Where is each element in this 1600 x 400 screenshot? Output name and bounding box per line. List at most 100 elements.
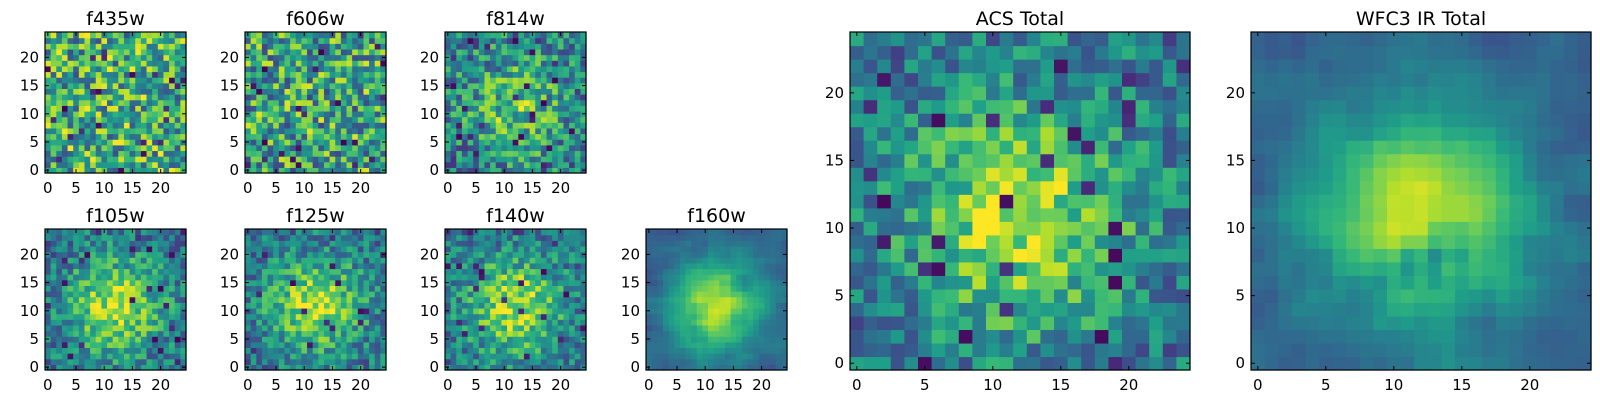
heatmap-cell [535,279,542,286]
heatmap-cell [363,291,370,298]
heatmap-cell [318,32,325,39]
heatmap-cell [318,88,325,95]
heatmap-cell [507,139,514,146]
heatmap-cell [112,302,119,309]
heatmap-cell [273,88,280,95]
heatmap-cell [112,291,119,298]
heatmap-cell [273,240,280,247]
heatmap-cell [501,234,508,241]
heatmap-cell [346,229,353,236]
heatmap-cell [662,307,670,315]
heatmap-cell [552,285,559,292]
heatmap-cell [445,341,452,349]
heatmap-cell [273,48,280,56]
heatmap-cell [301,341,308,349]
heatmap-cell [512,336,519,343]
heatmap-cell [95,274,102,281]
heatmap-cell [340,330,348,337]
heatmap-cell [657,307,664,315]
heatmap-cell [295,105,302,112]
heatmap-cell [775,251,782,258]
heatmap-cell [1040,342,1055,358]
heatmap-cell [450,336,457,343]
heatmap-cell [369,88,376,95]
heatmap-cell [152,32,159,39]
heatmap-cell [123,364,131,371]
heatmap-cell [657,358,664,365]
heatmap-cell [135,105,142,112]
heatmap-cell [278,262,286,270]
heatmap-cell [112,296,119,303]
heatmap-cell [278,285,286,292]
heatmap-cell [369,364,376,371]
heatmap-cell [484,116,491,123]
heatmap-cell [61,48,69,56]
heatmap-cell [284,144,291,152]
heatmap-cell [84,353,91,360]
heatmap-cell [340,257,348,264]
heatmap-cell [169,234,176,241]
heatmap-cell [473,65,480,73]
heatmap-cell [657,330,664,337]
heatmap-cell [78,99,86,106]
heatmap-cell [363,324,370,332]
heatmap-cell [467,353,474,360]
heatmap-cell [67,88,74,95]
heatmap-cell [904,221,919,236]
heatmap-cell [163,358,170,365]
heatmap-cell [456,313,463,320]
heatmap-cell [1054,221,1069,236]
heatmap-cell [456,324,463,332]
heatmap-cell [84,60,91,67]
heatmap-cell [445,234,452,241]
heatmap-cell [877,342,892,358]
heatmap-cell [45,94,52,101]
heatmap-cell [569,161,576,168]
heatmap-cell [95,358,102,365]
heatmap-cell [318,353,325,360]
heatmap-cell [78,60,86,67]
heatmap-cell [646,324,653,332]
heatmap-cell [250,110,257,118]
heatmap-cell [56,60,63,67]
heatmap-cell [278,110,286,118]
heatmap-cell [374,48,381,56]
heatmap-cell [484,251,491,258]
heatmap-cell [691,341,698,349]
heatmap-cell [84,251,91,258]
heatmap-cell [323,268,331,275]
heatmap-cell [646,291,653,298]
heatmap-cell [340,32,348,39]
heatmap-cell [245,268,252,275]
heatmap-cell [668,262,675,270]
heatmap-cell [461,336,469,343]
heatmap-cell [67,77,74,84]
heatmap-cell [741,347,749,354]
heatmap-cell [972,248,987,263]
heatmap-cell [135,150,142,157]
heatmap-cell [256,319,263,326]
heatmap-cell [245,353,252,360]
heatmap-cell [90,296,97,303]
heatmap-cell [380,94,387,101]
heatmap-cell [674,353,681,360]
heatmap-cell [473,330,480,337]
heatmap-cell [958,234,973,249]
heatmap-cell [261,364,269,371]
heatmap-cell [651,358,658,365]
heatmap-cell [267,105,274,112]
heatmap-cell [312,99,319,106]
heatmap-cell [357,341,365,349]
heatmap-cell [163,234,170,241]
heatmap-cell [84,77,91,84]
heatmap-cell [157,358,165,365]
heatmap-cell [123,99,131,106]
heatmap-cell [719,268,726,275]
heatmap-cell [73,347,80,354]
heatmap-cell [307,99,314,106]
heatmap-cell [78,156,86,163]
heatmap-cell [284,279,291,286]
heatmap-cell [546,364,553,371]
heatmap-cell [329,99,336,106]
heatmap-cell [112,88,119,95]
